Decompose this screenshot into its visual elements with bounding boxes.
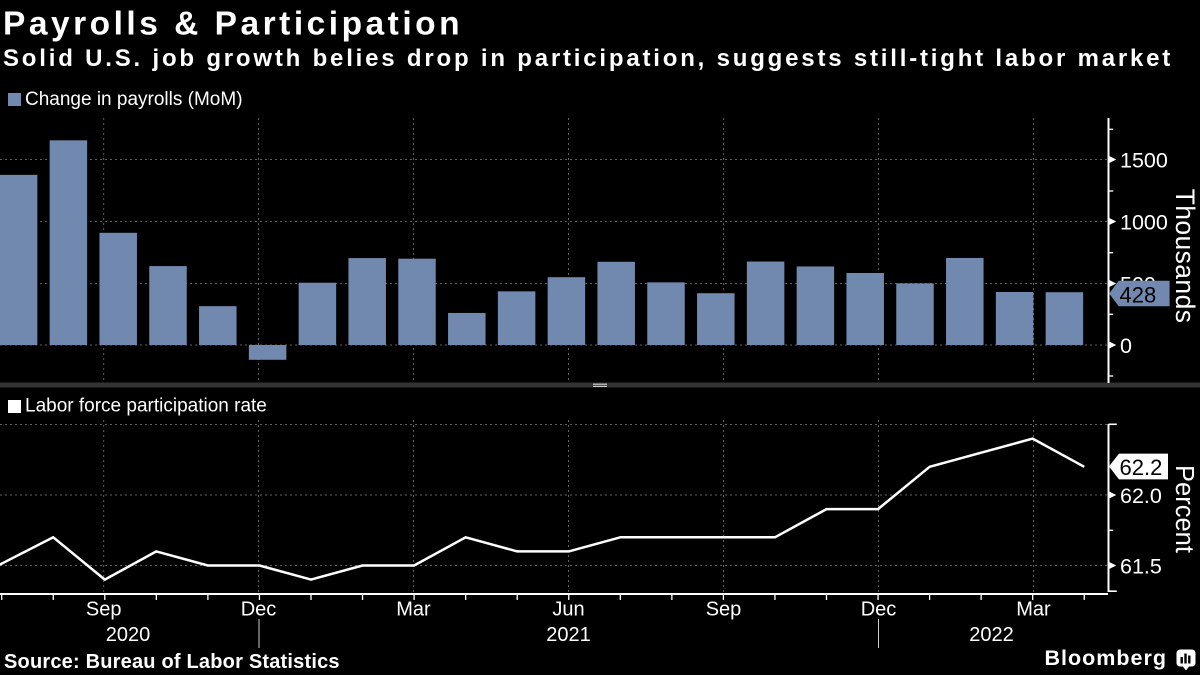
svg-text:Thousands: Thousands: [1170, 189, 1200, 324]
svg-text:Bloomberg: Bloomberg: [1045, 646, 1167, 670]
svg-text:Mar: Mar: [396, 599, 431, 621]
svg-text:2021: 2021: [546, 624, 591, 646]
svg-text:Mar: Mar: [1016, 599, 1051, 621]
svg-text:0: 0: [1120, 334, 1132, 358]
svg-text:Percent: Percent: [1170, 465, 1198, 553]
svg-text:2022: 2022: [969, 624, 1014, 646]
svg-text:62.0: 62.0: [1120, 484, 1162, 508]
svg-text:Labor force participation rate: Labor force participation rate: [25, 396, 267, 417]
svg-text:1000: 1000: [1120, 210, 1168, 234]
svg-text:Sep: Sep: [86, 599, 122, 621]
svg-text:2020: 2020: [106, 624, 151, 646]
svg-text:Source: Bureau of Labor Statis: Source: Bureau of Labor Statistics: [4, 651, 340, 673]
svg-text:61.5: 61.5: [1120, 554, 1162, 578]
svg-text:Sep: Sep: [706, 599, 742, 621]
svg-text:Payrolls & Participation: Payrolls & Participation: [3, 6, 463, 43]
svg-text:62.2: 62.2: [1120, 455, 1163, 480]
svg-text:Change in payrolls (MoM): Change in payrolls (MoM): [25, 89, 243, 110]
svg-text:1500: 1500: [1120, 148, 1168, 172]
svg-text:428: 428: [1120, 282, 1157, 307]
svg-text:Dec: Dec: [861, 599, 897, 621]
svg-text:Solid U.S. job growth belies d: Solid U.S. job growth belies drop in par…: [3, 45, 1173, 72]
svg-text:Dec: Dec: [241, 599, 277, 621]
svg-text:Jun: Jun: [552, 599, 584, 621]
